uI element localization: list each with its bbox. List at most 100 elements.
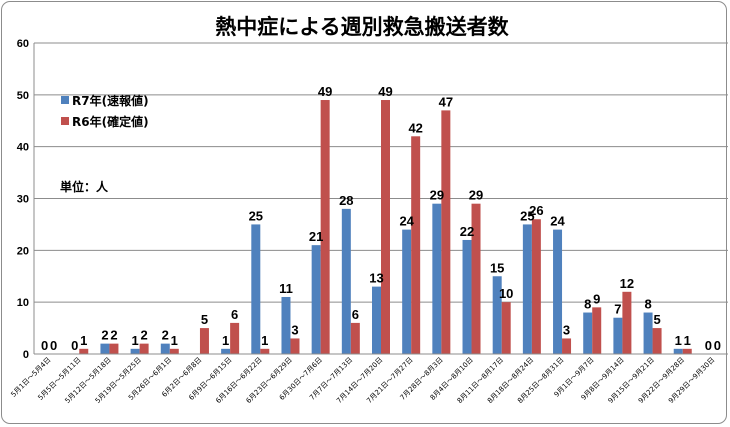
data-label-r7: 28 (339, 193, 353, 208)
bar-r7 (673, 348, 683, 354)
data-label-r6: 47 (439, 94, 453, 109)
bar-r7 (221, 348, 231, 354)
data-label-r6: 42 (408, 120, 422, 135)
bar-r6 (139, 343, 149, 354)
data-label-r6: 26 (529, 203, 543, 218)
y-tick-label: 10 (17, 297, 29, 309)
y-tick-label: 60 (17, 38, 29, 50)
bar-r7 (160, 343, 170, 354)
bar-r7 (311, 245, 321, 354)
bars (79, 100, 692, 355)
y-tick-label: 0 (23, 349, 29, 361)
bar-r6 (260, 348, 270, 354)
legend-swatch-r6 (61, 117, 69, 125)
bar-r7 (462, 239, 472, 354)
data-label-r7: 0 (71, 338, 78, 353)
bar-r6 (109, 343, 119, 354)
data-label-r7: 25 (520, 208, 534, 223)
bar-r6 (501, 302, 511, 354)
bar-r7 (341, 208, 351, 354)
data-label-r7: 29 (430, 188, 444, 203)
bar-r7 (402, 229, 412, 354)
data-label-r7: 24 (550, 214, 565, 229)
data-label-r6: 5 (201, 312, 208, 327)
data-label-r7: 1 (675, 333, 682, 348)
data-label-r7: 8 (644, 297, 651, 312)
data-label-r7: 1 (222, 333, 229, 348)
unit-label: 単位：人 (60, 179, 109, 194)
data-label-r6: 3 (291, 322, 298, 337)
data-label-r6: 49 (378, 84, 392, 99)
data-label-r7: 21 (309, 229, 323, 244)
bar-r6 (531, 219, 541, 354)
data-label-r6: 0 (50, 338, 57, 353)
bar-r6 (622, 291, 632, 354)
bar-r7 (553, 229, 563, 354)
bar-r7 (130, 348, 140, 354)
bar-r7 (432, 203, 442, 354)
data-label-r6: 1 (684, 333, 691, 348)
data-label-r7: 1 (131, 333, 138, 348)
data-label-r7: 7 (614, 302, 621, 317)
data-label-r7: 24 (399, 214, 414, 229)
data-label-r6: 0 (714, 338, 721, 353)
data-label-r6: 49 (318, 84, 332, 99)
data-label-r6: 1 (80, 333, 87, 348)
bar-r6 (350, 322, 360, 354)
data-label-r6: 5 (653, 312, 660, 327)
data-labels: 0 0 0 1 2 2 1 2 2 1516251113214928613492442294722… (41, 84, 721, 353)
bar-r7 (492, 276, 502, 354)
data-label-r7: 25 (249, 208, 263, 223)
legend-label-r7: R7年(速報値) (72, 93, 149, 108)
data-label-r7: 2 (162, 328, 169, 343)
bar-r7 (372, 286, 381, 354)
bar-r7 (583, 312, 593, 354)
bar-r6 (411, 136, 421, 354)
bar-r6 (79, 348, 89, 354)
bar-r6 (320, 100, 330, 355)
y-tick-label: 50 (17, 90, 29, 102)
bar-r6 (682, 348, 692, 354)
legend-label-r6: R6年(確定値) (72, 114, 149, 129)
data-label-r7: 0 (705, 338, 712, 353)
legend: R7年(速報値) R6年(確定値) (61, 93, 149, 129)
data-label-r6: 1 (261, 333, 268, 348)
legend-swatch-r7 (61, 96, 69, 104)
data-label-r6: 2 (140, 328, 147, 343)
bar-r6 (592, 307, 602, 354)
data-label-r6: 1 (171, 333, 178, 348)
bar-r6 (230, 322, 240, 354)
y-tick-label: 20 (17, 245, 29, 257)
data-label-r7: 2 (101, 328, 108, 343)
data-label-r7: 22 (460, 224, 474, 239)
data-label-r6: 2 (110, 328, 117, 343)
bar-r6 (169, 348, 179, 354)
bar-r7 (281, 296, 291, 354)
bar-r7 (100, 343, 110, 354)
data-label-r7: 13 (369, 271, 383, 286)
bar-r6 (471, 203, 481, 354)
data-label-r6: 3 (563, 322, 570, 337)
bar-r7 (251, 224, 261, 354)
bar-r7 (522, 224, 532, 354)
chart-title: 熱中症による週別救急搬送者数 (215, 15, 509, 39)
bar-r6 (652, 328, 662, 354)
data-label-r7: 8 (584, 297, 591, 312)
data-label-r7: 0 (41, 338, 48, 353)
bar-r6 (562, 338, 572, 354)
y-tick-label: 40 (17, 142, 29, 154)
bar-r6 (441, 110, 451, 354)
data-label-r6: 10 (499, 286, 513, 301)
bar-r7 (643, 312, 653, 354)
data-label-r6: 12 (620, 276, 634, 291)
bar-r6 (199, 328, 209, 354)
data-label-r6: 6 (352, 307, 359, 322)
data-label-r6: 29 (469, 188, 483, 203)
data-label-r7: 11 (279, 281, 293, 296)
data-label-r6: 9 (593, 291, 600, 306)
y-tick-label: 30 (17, 194, 29, 206)
data-label-r7: 15 (490, 260, 504, 275)
gridlines (34, 42, 728, 303)
data-label-r6: 6 (231, 307, 238, 322)
